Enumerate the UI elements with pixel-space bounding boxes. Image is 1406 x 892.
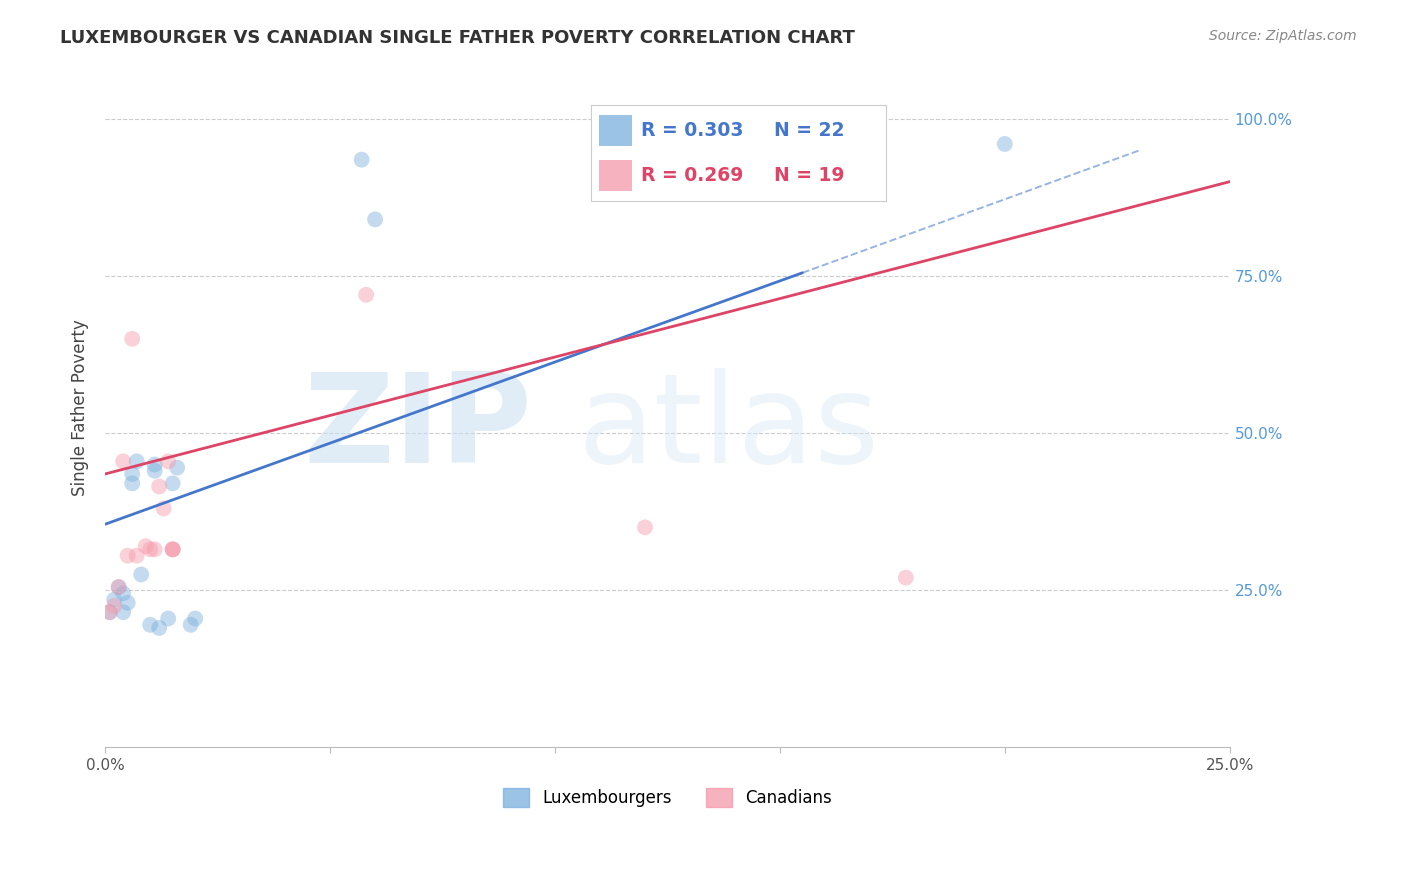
Point (139, 542, 162, 557)
Bar (599, 115, 631, 146)
Point (994, 136, 1017, 151)
Point (112, 454, 135, 468)
Point (148, 621, 170, 635)
Legend: Luxembourgers, Canadians: Luxembourgers, Canadians (496, 781, 839, 814)
Text: N = 19: N = 19 (773, 166, 844, 185)
Point (121, 332, 143, 346)
Point (350, 153, 373, 167)
Point (129, 567, 152, 582)
Text: LUXEMBOURGER VS CANADIAN SINGLE FATHER POVERTY CORRELATION CHART: LUXEMBOURGER VS CANADIAN SINGLE FATHER P… (60, 29, 855, 47)
Point (98, 605, 121, 619)
Point (143, 458, 166, 472)
Point (894, 571, 917, 585)
Point (117, 549, 139, 563)
Point (103, 599, 125, 613)
Point (98, 605, 121, 619)
Point (354, 287, 377, 301)
Point (180, 617, 202, 632)
Point (143, 464, 166, 478)
Point (162, 542, 184, 557)
Bar (599, 160, 631, 191)
Point (121, 467, 143, 481)
Text: ZIP: ZIP (304, 368, 533, 489)
Point (125, 549, 148, 563)
Text: R = 0.303: R = 0.303 (641, 121, 744, 140)
Point (634, 520, 657, 534)
Text: R = 0.269: R = 0.269 (641, 166, 744, 185)
Point (107, 580, 129, 594)
Y-axis label: Single Father Poverty: Single Father Poverty (72, 319, 89, 496)
Text: Source: ZipAtlas.com: Source: ZipAtlas.com (1209, 29, 1357, 44)
Point (162, 542, 184, 557)
Point (148, 479, 170, 493)
Point (125, 454, 148, 468)
Point (364, 212, 387, 227)
Point (135, 539, 157, 553)
Point (157, 611, 180, 625)
Point (103, 592, 125, 607)
Point (162, 476, 184, 491)
Point (152, 501, 174, 516)
Point (121, 476, 143, 491)
Point (162, 542, 184, 557)
Point (112, 605, 135, 619)
Point (112, 586, 135, 600)
Point (107, 580, 129, 594)
Point (143, 542, 166, 557)
Text: N = 22: N = 22 (773, 121, 844, 140)
Point (139, 617, 162, 632)
Point (117, 596, 139, 610)
Text: atlas: atlas (578, 368, 880, 489)
Point (166, 460, 188, 475)
Point (157, 454, 180, 468)
Point (184, 611, 207, 625)
